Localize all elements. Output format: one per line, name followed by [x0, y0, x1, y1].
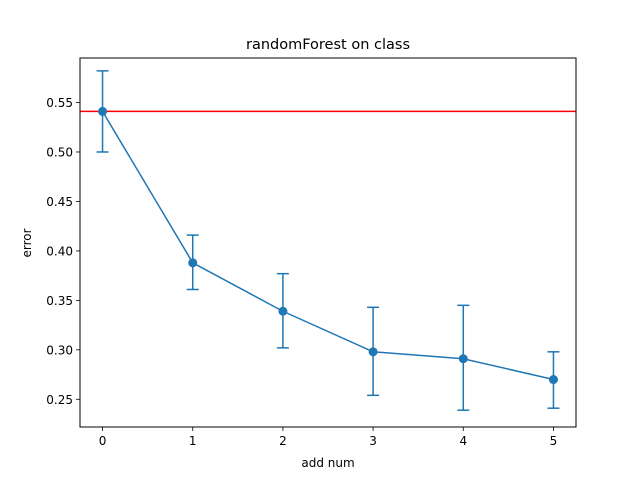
x-tick-label: 5 [550, 434, 558, 448]
y-tick-label: 0.45 [46, 195, 73, 209]
data-point [548, 375, 558, 385]
data-point [188, 258, 198, 268]
x-axis-label: add num [301, 456, 354, 470]
y-tick-label: 0.25 [46, 393, 73, 407]
chart-title: randomForest on class [246, 37, 410, 53]
data-point [368, 347, 378, 357]
x-axis: 0 1 2 3 4 5 [99, 427, 558, 448]
series-line [101, 111, 554, 381]
plot-frame [79, 57, 577, 428]
x-tick-label: 2 [279, 434, 287, 448]
y-tick-label: 0.50 [46, 145, 73, 159]
x-tick-label: 0 [99, 434, 107, 448]
x-tick-label: 4 [459, 434, 467, 448]
y-tick-label: 0.55 [46, 96, 73, 110]
y-tick-label: 0.30 [46, 343, 73, 357]
x-tick-label: 1 [189, 434, 197, 448]
data-point [98, 106, 108, 116]
plot-area [80, 70, 576, 411]
y-axis: 0.25 0.30 0.35 0.40 0.45 0.50 0.55 [46, 96, 80, 407]
x-tick-label: 3 [369, 434, 377, 448]
y-tick-label: 0.40 [46, 244, 73, 258]
y-tick-label: 0.35 [46, 294, 73, 308]
data-point [278, 306, 288, 316]
y-axis-label: error [20, 228, 34, 257]
data-point [458, 354, 468, 364]
